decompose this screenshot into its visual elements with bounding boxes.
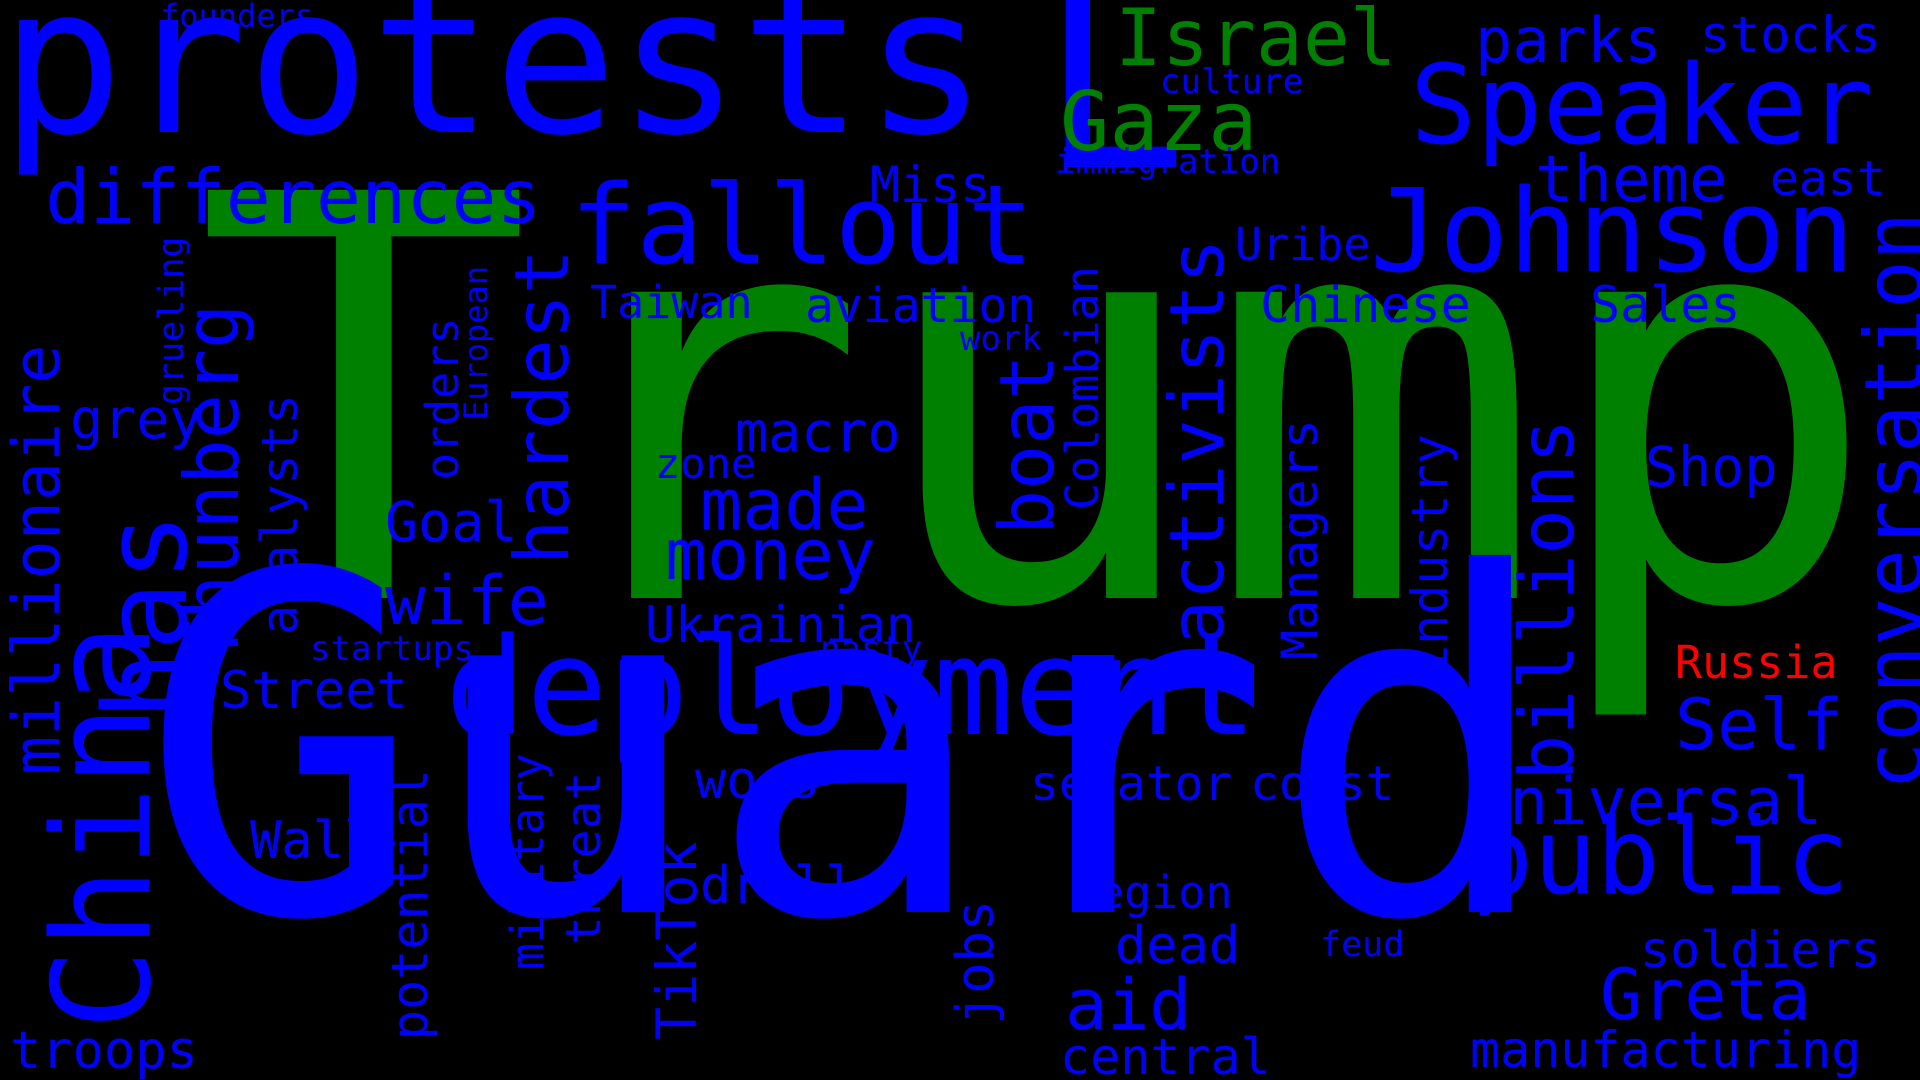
word-thunberg: Thunberg	[168, 303, 256, 665]
word-tiktok: TikTok	[645, 841, 709, 1040]
word-threat: threat	[556, 771, 612, 945]
word-dead: dead	[1115, 916, 1241, 976]
word-aviation: aviation	[805, 278, 1037, 334]
word-region: region	[1070, 866, 1233, 919]
word-russia: Russia	[1675, 636, 1838, 689]
word-billions: billions	[1503, 418, 1591, 780]
word-sales: Sales	[1590, 276, 1741, 334]
word-trump: Trump	[195, 79, 1881, 731]
word-zone: zone	[655, 439, 757, 488]
word-street: Street	[220, 661, 408, 721]
word-deployment: deployment	[445, 609, 1258, 766]
word-founders: founders	[160, 0, 315, 35]
word-taiwan: Taiwan	[590, 276, 753, 329]
word-macro: macro	[735, 400, 901, 464]
word-miss: Miss	[870, 156, 991, 214]
word-drill: drill	[700, 856, 857, 916]
word-work: work	[960, 319, 1042, 359]
word-israel: Israel	[1115, 0, 1397, 84]
word-made: made	[700, 464, 869, 546]
word-theme: theme	[1535, 143, 1728, 217]
word-activists: activists	[1153, 238, 1241, 645]
word-troops: troops	[10, 1021, 198, 1080]
word-european: European	[457, 265, 495, 420]
word-self: Self	[1675, 684, 1844, 766]
word-differences: differences	[45, 153, 542, 241]
word-central: central	[1060, 1028, 1271, 1080]
word-aid: aid	[1065, 964, 1192, 1046]
word-nasty: nasty	[820, 629, 923, 669]
word-greta: Greta	[1600, 954, 1811, 1036]
word-millionaire: millionaire	[0, 344, 75, 775]
word-gaza: Gaza	[1060, 75, 1258, 170]
word-immigration: immigration	[1055, 142, 1281, 182]
word-woes: woes	[695, 751, 821, 811]
word-boat: boat	[983, 354, 1071, 535]
word-money: money	[665, 514, 876, 596]
word-grey: grey	[70, 387, 203, 451]
word-soldiers: soldiers	[1640, 921, 1881, 979]
word-goal: Goal	[385, 490, 518, 554]
word-industry: industry	[1401, 434, 1459, 675]
word-feud: feud	[1320, 925, 1405, 965]
word-east: east	[1770, 151, 1886, 207]
word-hardest: hardest	[498, 248, 586, 565]
word-stocks: stocks	[1700, 6, 1881, 64]
word-ukrainian: Ukrainian	[645, 596, 916, 654]
word-military: military	[501, 753, 554, 970]
word-culture: culture	[1160, 62, 1304, 102]
word-universal: Universal	[1470, 765, 1823, 840]
word-coast: coast	[1250, 756, 1395, 812]
word-shop: Shop	[1645, 435, 1778, 499]
word-protests: protests	[0, 0, 988, 181]
word-managers: Managers	[1271, 419, 1329, 660]
word-jobs: jobs	[946, 899, 1006, 1025]
word-l: L	[1040, 0, 1188, 225]
word-speaker: Speaker	[1410, 41, 1874, 169]
word-manufacturing: manufacturing	[1470, 1021, 1862, 1079]
word-wall: Wall	[250, 811, 376, 871]
word-wife: wife	[385, 562, 549, 641]
word-uribe: Uribe	[1235, 218, 1371, 271]
word-chinese: Chinese	[1260, 276, 1471, 334]
word-johnson: Johnson	[1370, 165, 1855, 299]
word-analysts: analysts	[251, 394, 309, 635]
word-guard: Guard	[140, 476, 1555, 1023]
word-potential: potential	[381, 769, 439, 1040]
word-senator: senator	[1030, 756, 1233, 812]
word-parks: parks	[1475, 4, 1662, 77]
word-conversation: conversation	[1848, 212, 1920, 790]
word-colombian: Colombian	[1056, 266, 1109, 510]
word-public: public	[1470, 796, 1850, 918]
word-fallout: fallout	[570, 161, 1034, 289]
word-startups: startups	[310, 629, 474, 669]
